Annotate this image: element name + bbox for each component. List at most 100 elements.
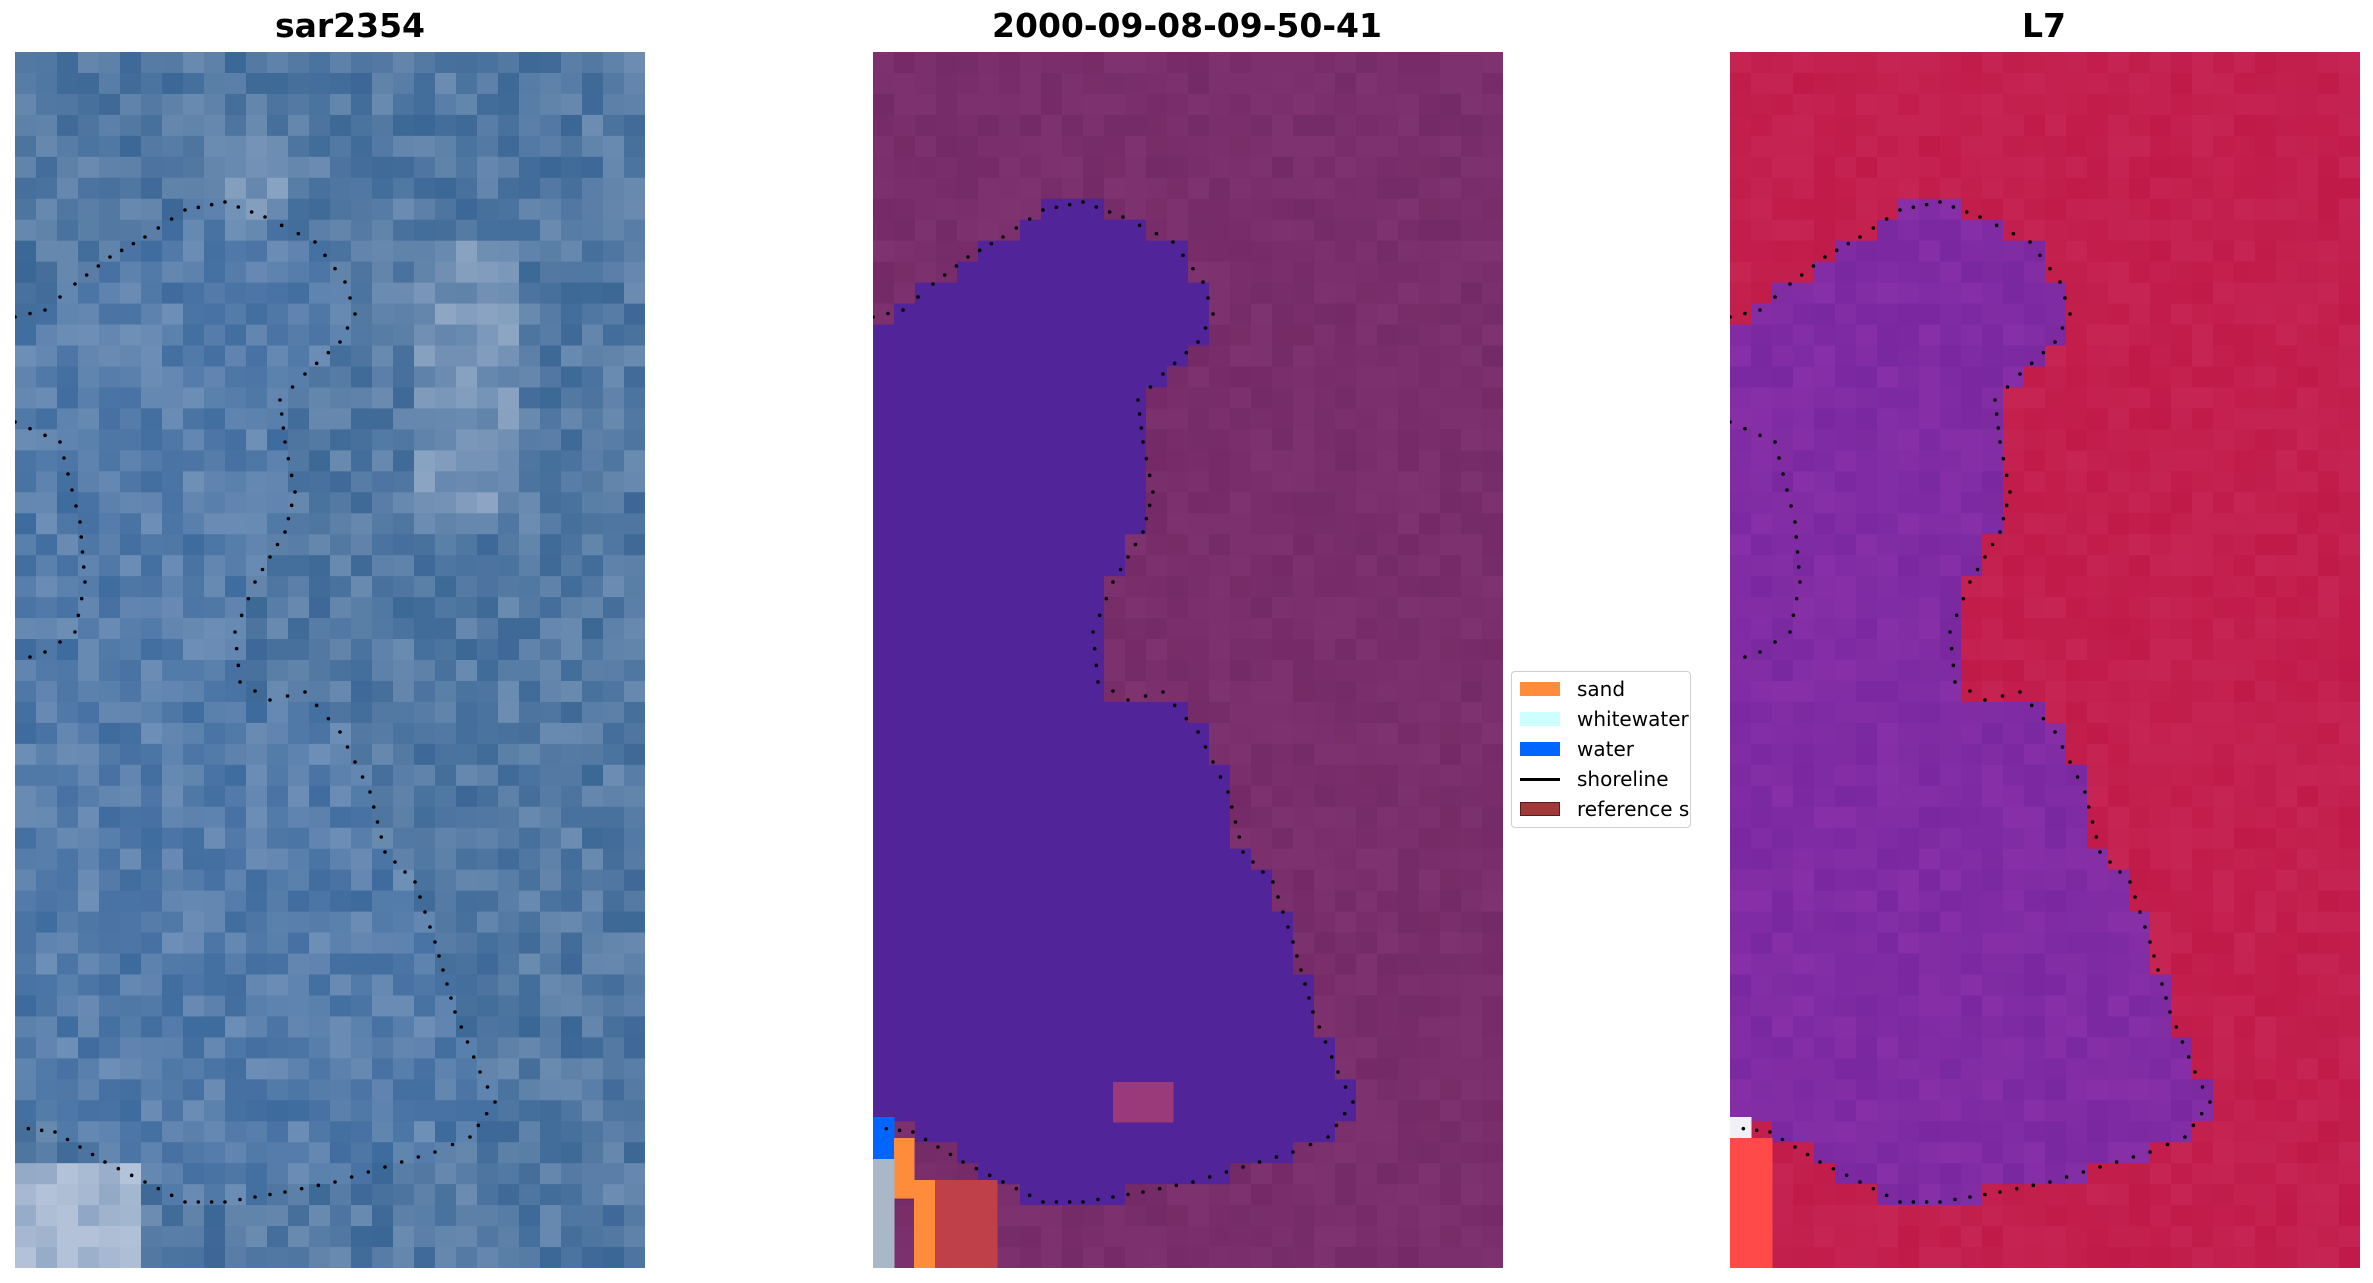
pixel	[978, 785, 1000, 808]
pixel	[999, 429, 1021, 451]
pixel	[183, 555, 205, 577]
pixel	[2024, 345, 2046, 367]
pixel	[1419, 198, 1441, 221]
pixel	[1877, 198, 1899, 221]
pixel	[477, 429, 499, 451]
pixel	[1961, 1163, 1983, 1185]
pixel	[267, 722, 289, 745]
pixel	[1167, 848, 1189, 871]
pixel	[894, 995, 916, 1017]
pixel	[1104, 764, 1126, 787]
pixel	[2234, 1100, 2256, 1122]
pixel	[915, 743, 937, 766]
pixel	[957, 618, 979, 640]
pixel	[1440, 576, 1462, 598]
pixel	[2255, 135, 2277, 158]
pixel	[1814, 177, 1836, 200]
pixel	[267, 1058, 289, 1080]
pixel	[1940, 114, 1962, 137]
pixel	[267, 1226, 289, 1248]
pixel	[351, 534, 373, 556]
pixel	[2003, 1121, 2025, 1143]
pixel	[2129, 72, 2151, 95]
pixel	[624, 1247, 645, 1268]
pixel	[2108, 324, 2130, 347]
pixel	[1814, 282, 1836, 305]
pixel	[1982, 219, 2004, 242]
pixel	[435, 660, 457, 682]
pixel	[2213, 953, 2235, 975]
pixel	[1440, 492, 1462, 514]
pixel	[2150, 52, 2172, 74]
pixel	[1940, 1163, 1962, 1185]
pixel	[1020, 1247, 1042, 1268]
pixel	[1335, 1037, 1357, 1059]
pixel	[873, 743, 895, 766]
pixel	[225, 555, 247, 577]
pixel	[519, 1016, 541, 1038]
pixel	[1083, 52, 1105, 74]
pixel	[936, 114, 958, 137]
pixel	[372, 93, 394, 116]
pixel	[2255, 114, 2277, 137]
pixel	[1835, 534, 1857, 556]
pixel	[1062, 303, 1084, 326]
pixel	[2255, 471, 2277, 493]
pixel	[1314, 639, 1336, 661]
pixel	[1167, 1226, 1189, 1248]
pixel	[978, 450, 1000, 472]
pixel	[2087, 492, 2109, 514]
pixel	[1272, 680, 1294, 703]
pixel	[1167, 387, 1189, 409]
pixel	[894, 1016, 916, 1038]
pixel	[1020, 869, 1042, 892]
pixel	[330, 848, 352, 871]
pixel	[1461, 911, 1483, 934]
pixel	[894, 52, 916, 74]
pixel	[162, 261, 184, 284]
pixel	[2213, 890, 2235, 913]
pixel	[1751, 177, 1773, 200]
pixel	[1209, 219, 1231, 242]
pixel	[309, 429, 331, 451]
pixel	[1125, 639, 1147, 661]
pixel	[204, 827, 226, 850]
pixel	[1919, 722, 1941, 745]
pixel	[1919, 513, 1941, 535]
pixel	[1482, 576, 1503, 598]
pixel	[2192, 408, 2214, 430]
pixel	[1314, 576, 1336, 598]
pixel	[936, 827, 958, 850]
pixel	[393, 303, 415, 326]
pixel	[2234, 450, 2256, 472]
pixel	[456, 93, 478, 116]
pixel	[2192, 303, 2214, 326]
pixel	[1272, 722, 1294, 745]
pixel	[2171, 534, 2193, 556]
pixel	[1356, 387, 1378, 409]
pixel	[1083, 722, 1105, 745]
pixel	[1314, 1142, 1336, 1164]
pixel	[1020, 345, 1042, 367]
pixel	[36, 1100, 58, 1122]
pixel	[393, 869, 415, 892]
pixel	[162, 953, 184, 975]
pixel	[1419, 1184, 1441, 1206]
pixel	[561, 1226, 583, 1248]
pixel	[1377, 198, 1399, 221]
pixel	[1377, 72, 1399, 95]
pixel	[1272, 1058, 1294, 1080]
pixel	[894, 135, 916, 158]
pixel	[183, 240, 205, 263]
pixel	[2129, 1142, 2151, 1164]
pixel	[1898, 995, 1920, 1017]
pixel	[1940, 1079, 1962, 1101]
pixel	[540, 848, 562, 871]
pixel	[1793, 408, 1815, 430]
pixel	[1083, 534, 1105, 556]
pixel	[15, 995, 37, 1017]
pixel	[957, 639, 979, 661]
pixel	[2129, 701, 2151, 724]
pixel	[1125, 135, 1147, 158]
pixel	[873, 450, 895, 472]
